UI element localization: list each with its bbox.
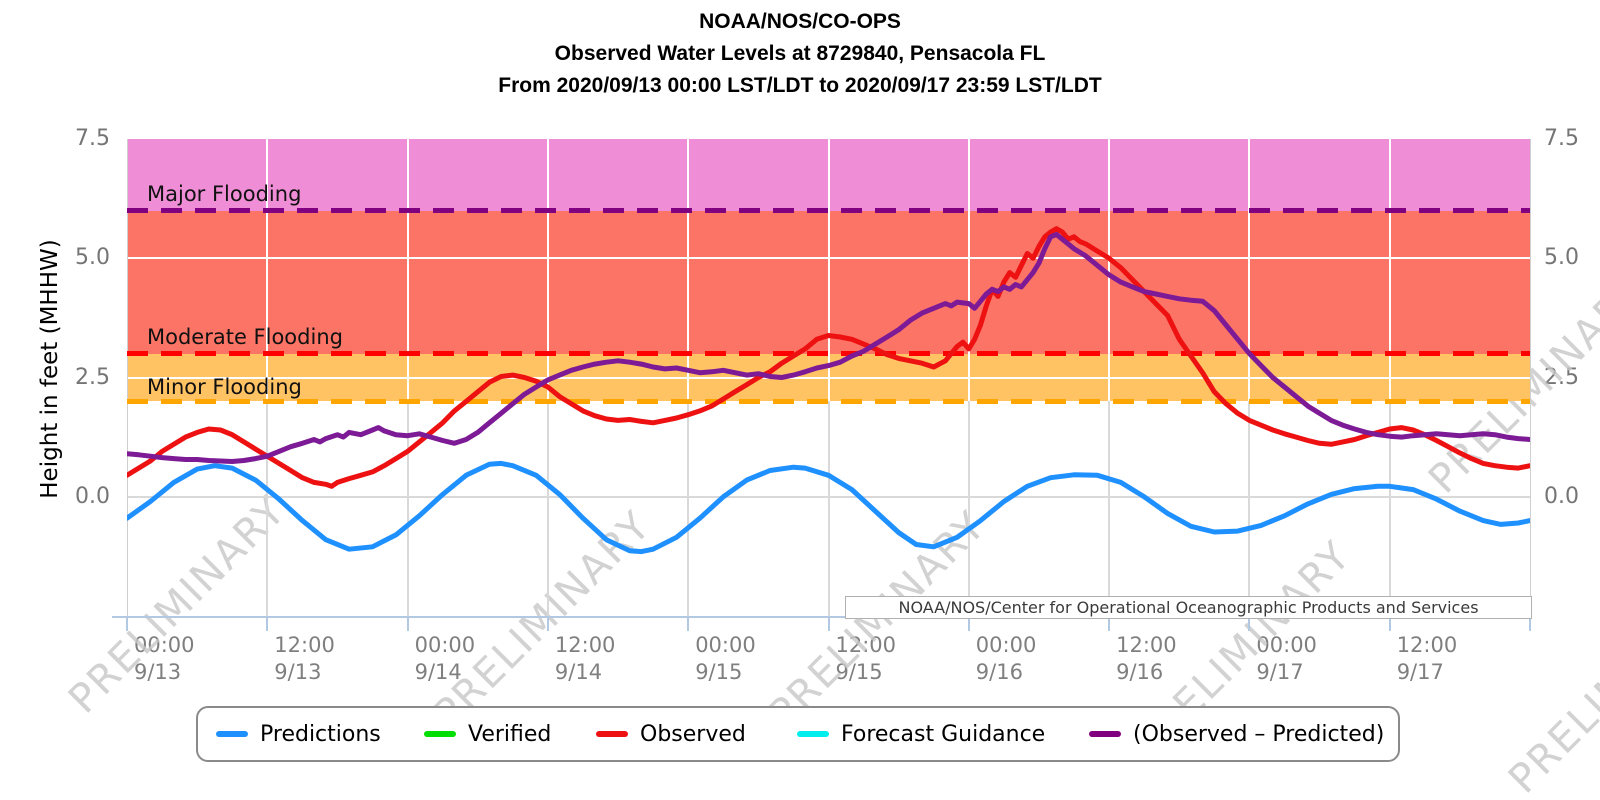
x-tick-label: 00:00 9/14 [414, 633, 476, 684]
vertical-gridline [687, 139, 690, 402]
horizontal-gridline-2-5ft [127, 376, 1530, 379]
vertical-gridline [687, 401, 690, 616]
vertical-gridline [1108, 401, 1111, 616]
legend-item: Forecast Guidance [797, 708, 1045, 760]
chart-title-line2: Observed Water Levels at 8729840, Pensac… [554, 42, 1046, 65]
vertical-gridline [827, 401, 830, 616]
legend-swatch-icon [596, 731, 628, 737]
vertical-gridline [406, 401, 409, 616]
y-tick-label-right: 7.5 [1544, 126, 1579, 151]
vertical-gridline [546, 401, 549, 616]
minor-flood-label: Minor Flooding [147, 375, 302, 400]
vertical-gridline [1248, 401, 1251, 616]
legend-item: Observed [596, 708, 746, 760]
vertical-gridline [406, 139, 409, 402]
attribution-text: NOAA/NOS/Center for Operational Oceanogr… [898, 598, 1479, 617]
x-tick-mark [546, 617, 549, 631]
x-tick-label: 00:00 9/15 [695, 633, 756, 684]
x-tick-mark [1108, 617, 1111, 631]
legend-item: (Observed – Predicted) [1089, 708, 1384, 760]
major-flood-label: Major Flooding [147, 181, 302, 206]
legend-label: (Observed – Predicted) [1133, 721, 1385, 747]
x-tick-label: 12:00 9/15 [835, 633, 897, 684]
x-tick-mark [967, 617, 970, 631]
legend-label: Forecast Guidance [841, 721, 1046, 747]
x-tick-label: 12:00 9/17 [1396, 633, 1458, 684]
legend-swatch-icon [1089, 731, 1121, 737]
legend-swatch-icon [797, 731, 829, 737]
series-predictions [127, 460, 1530, 555]
x-tick-mark [406, 617, 409, 631]
legend-label: Predictions [260, 721, 381, 747]
chart-title-line3: From 2020/09/13 00:00 LST/LDT to 2020/09… [498, 74, 1102, 97]
y-tick-label-left: 7.5 [75, 126, 110, 151]
series-observed-minus-predicted [127, 231, 1530, 464]
plot-left-border [127, 139, 128, 616]
legend-box: Predictions Verified Observed Forecast Guid… [196, 706, 1400, 762]
vertical-gridline [266, 401, 269, 616]
x-tick-label: 12:00 9/16 [1116, 633, 1177, 684]
x-tick-label: 00:00 9/17 [1256, 633, 1317, 684]
chart-title-line1: NOAA/NOS/CO-OPS [699, 10, 901, 33]
y-tick-label-right: 5.0 [1544, 245, 1579, 271]
x-tick-label: 12:00 9/13 [274, 633, 335, 684]
legend-label: Observed [640, 721, 746, 747]
x-tick-mark [687, 617, 690, 631]
minor-flood-threshold-line [127, 398, 1530, 404]
x-tick-mark [827, 617, 830, 631]
horizontal-gridline-5ft [127, 257, 1530, 260]
legend-swatch-icon [424, 731, 456, 737]
x-tick-label: 00:00 9/16 [975, 633, 1037, 684]
moderate-flood-threshold-line [127, 351, 1530, 357]
x-tick-mark [126, 617, 128, 631]
vertical-gridline [827, 139, 830, 402]
x-tick-mark [1529, 617, 1531, 631]
vertical-gridline [546, 139, 549, 402]
legend-swatch-icon [216, 731, 248, 737]
vertical-gridline [967, 401, 970, 616]
x-tick-label: 12:00 9/14 [554, 633, 616, 684]
horizontal-gridline-0ft [127, 495, 1530, 498]
vertical-gridline [1388, 401, 1391, 616]
major-flood-threshold-line [127, 208, 1530, 214]
legend-item: Predictions [216, 708, 381, 760]
y-tick-label-right: 0.0 [1544, 483, 1579, 509]
y-tick-label-right: 2.5 [1544, 364, 1579, 390]
x-tick-label: 00:00 9/13 [134, 633, 195, 684]
attribution-box: NOAA/NOS/Center for Operational Oceanogr… [845, 596, 1532, 619]
legend-label: Verified [468, 721, 552, 747]
x-tick-mark [1248, 617, 1251, 631]
vertical-gridline [967, 139, 970, 402]
vertical-gridline [1248, 139, 1251, 402]
data-curves [127, 226, 1530, 555]
y-tick-label-left: 0.0 [75, 483, 110, 509]
x-axis-line [112, 616, 1532, 618]
y-tick-label-left: 2.5 [75, 364, 110, 390]
vertical-gridline [1108, 139, 1111, 402]
vertical-gridline [1388, 139, 1391, 402]
moderate-flood-label: Moderate Flooding [147, 324, 343, 349]
vertical-gridline [266, 139, 269, 402]
series-observed [127, 226, 1530, 489]
legend-item: Verified [424, 708, 551, 760]
plot-right-border [1530, 139, 1531, 616]
x-tick-mark [1388, 617, 1391, 631]
y-tick-label-left: 5.0 [75, 245, 110, 271]
x-tick-mark [266, 617, 269, 631]
